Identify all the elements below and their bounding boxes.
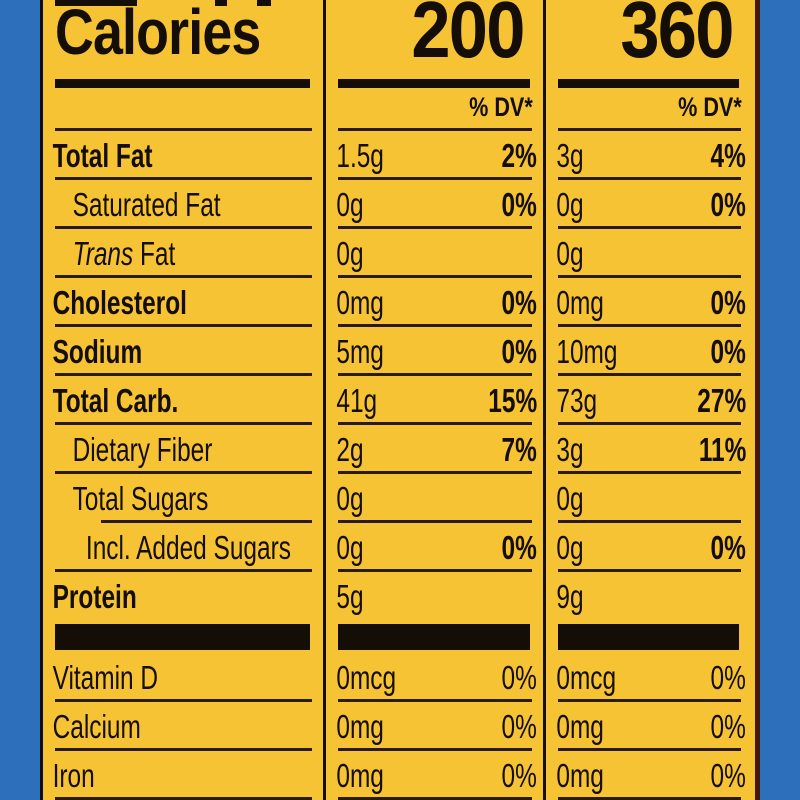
nutrient-name: Total Sugars [72,479,209,517]
nutrient-row-vitamin-d: Vitamin D 0mcg 0% 0mcg 0% [43,653,755,702]
amount-serving: 0mg [336,756,384,794]
amount-serving: 5g [336,577,364,615]
daily-value-serving: 0% [501,283,538,321]
nutrient-name: Saturated Fat [72,185,221,223]
nutrient-name: Dietary Fiber [72,430,213,468]
nutrient-row-incl-added-sugars: Incl. Added Sugars 0g 0% 0g 0% [43,523,755,572]
daily-value-container: 0% [710,528,747,566]
nutrient-name: Iron [52,756,95,794]
daily-value-container: 0% [710,332,747,370]
column-divider-serving [323,0,326,800]
dv-header-serving: % DV* [469,92,534,122]
nutrient-name: Total Carb. [52,381,179,419]
daily-value-serving: 0% [501,707,538,745]
daily-value-header-row: % DV* % DV* [43,90,755,131]
calories-per-serving-value: 200 [410,0,525,74]
nutrient-row-calcium: Calcium 0mg 0% 0mg 0% [43,702,755,751]
amount-container: 0mcg [556,658,617,696]
nutrient-name: Sodium [52,332,143,370]
micronutrient-rows: Vitamin D 0mcg 0% 0mcg 0% Calcium 0mg 0% 0mg 0% Ir… [43,653,755,800]
amount-container: 0g [556,185,584,223]
daily-value-container: 0% [710,707,747,745]
daily-value-serving: 7% [501,430,538,468]
amount-container: 0g [556,234,584,272]
separator-bar [55,624,310,650]
amount-container: 0g [556,479,584,517]
daily-value-container: 0% [710,283,747,321]
cropped-text-remnant [257,0,271,6]
amount-serving: 0g [336,479,364,517]
separator-bar [558,624,739,650]
nutrient-name: Calcium [52,707,141,745]
daily-value-container: 11% [698,430,747,468]
nutrient-row-sodium: Sodium 5mg 0% 10mg 0% [43,327,755,376]
nutrient-row-cholesterol: Cholesterol 0mg 0% 0mg 0% [43,278,755,327]
nutrient-row-trans-fat: Trans Fat 0g 0g [43,229,755,278]
amount-serving: 5mg [336,332,384,370]
amount-serving: 41g [336,381,378,419]
nutrient-rows: Total Fat 1.5g 2% 3g 4% Saturated Fat 0g 0% 0g 0%… [43,131,755,621]
cropped-text-remnant [215,0,227,6]
amount-serving: 0g [336,528,364,566]
daily-value-serving: 0% [501,528,538,566]
nutrient-name: Cholesterol [52,283,187,321]
nutrient-row-protein: Protein 5g 9g [43,572,755,621]
amount-container: 3g [556,430,584,468]
daily-value-container: 27% [697,381,747,419]
daily-value-serving: 0% [501,332,538,370]
nutrient-row-total-sugars: Total Sugars 0g 0g [43,474,755,523]
amount-serving: 0mg [336,707,384,745]
nutrient-name: Trans Fat [72,234,176,272]
nutrient-row-total-fat: Total Fat 1.5g 2% 3g 4% [43,131,755,180]
daily-value-serving: 0% [501,756,538,794]
amount-serving: 0g [336,185,364,223]
amount-container: 0mg [556,707,604,745]
amount-serving: 0mcg [336,658,397,696]
amount-container: 10mg [556,332,618,370]
daily-value-serving: 0% [501,185,538,223]
nutrient-name: Total Fat [52,136,153,174]
section-separator-row [43,621,755,653]
column-divider-container [543,0,546,800]
amount-serving: 2g [336,430,364,468]
amount-container: 0mg [556,756,604,794]
daily-value-container: 0% [710,658,747,696]
amount-container: 9g [556,577,584,615]
daily-value-serving: 15% [488,381,538,419]
nutrition-facts-label: Calories 200 360 % DV* % DV* [40,0,760,800]
amount-container: 0g [556,528,584,566]
daily-value-container: 0% [710,756,747,794]
amount-serving: 1.5g [336,136,384,174]
nutrient-name: Incl. Added Sugars [85,528,291,566]
nutrient-name: Protein [52,577,137,615]
amount-serving: 0mg [336,283,384,321]
nutrient-row-dietary-fiber: Dietary Fiber 2g 7% 3g 11% [43,425,755,474]
amount-container: 0mg [556,283,604,321]
calories-thick-rule [338,79,530,88]
dv-header-container: % DV* [678,92,743,122]
daily-value-container: 0% [710,185,747,223]
amount-container: 73g [556,381,598,419]
nutrient-row-total-carb: Total Carb. 41g 15% 73g 27% [43,376,755,425]
calories-per-container-value: 360 [619,0,734,74]
separator-bar [338,624,530,650]
amount-container: 3g [556,136,584,174]
calories-label: Calories [55,0,261,68]
calories-thick-rule [558,79,739,88]
daily-value-serving: 2% [501,136,538,174]
calories-thick-rule [55,79,310,88]
nutrient-name: Vitamin D [52,658,159,696]
amount-serving: 0g [336,234,364,272]
nutrient-row-saturated-fat: Saturated Fat 0g 0% 0g 0% [43,180,755,229]
cropped-text-remnant [55,0,137,6]
daily-value-container: 4% [710,136,747,174]
nutrient-row-iron: Iron 0mg 0% 0mg 0% [43,751,755,800]
daily-value-serving: 0% [501,658,538,696]
calories-header-row: Calories 200 360 [43,0,755,90]
